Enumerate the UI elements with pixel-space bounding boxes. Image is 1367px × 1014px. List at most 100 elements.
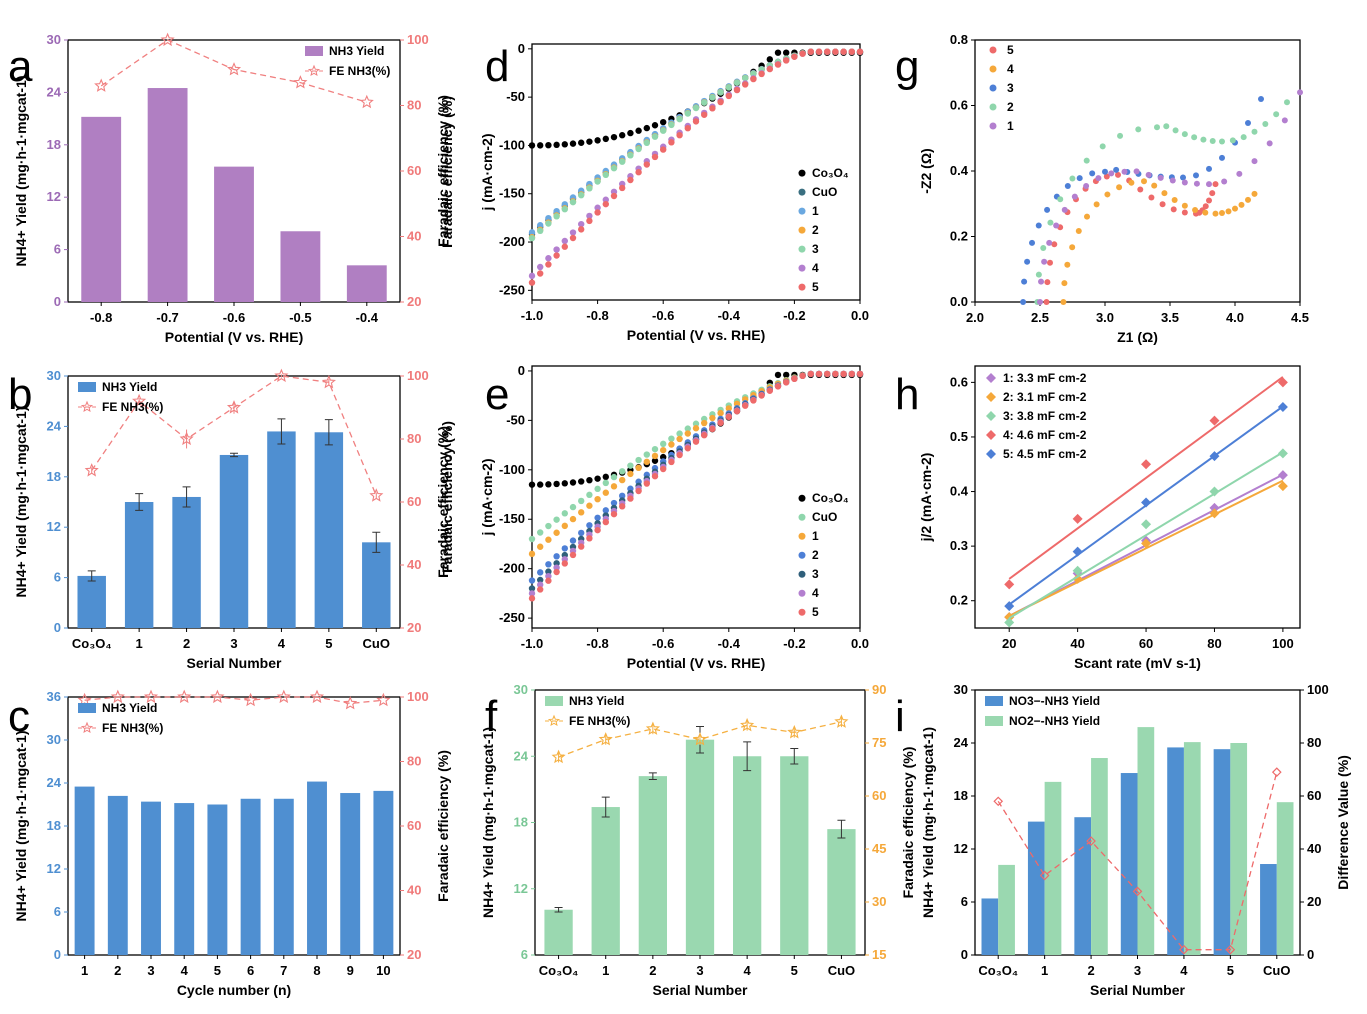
- legend-marker: [798, 513, 806, 521]
- data-point: [635, 456, 642, 464]
- data-point: [1206, 197, 1212, 204]
- y-tick-label: 0.6: [950, 98, 968, 113]
- y-tick-label: 30: [47, 32, 61, 47]
- legend-label: NO2−-NH3 Yield: [1009, 714, 1100, 728]
- y-tick-label: 0: [54, 947, 61, 962]
- y-tick-label: 0: [518, 41, 525, 56]
- data-point: [1141, 497, 1152, 508]
- data-point: [1061, 206, 1068, 213]
- data-point: [537, 270, 544, 277]
- line-point: [293, 75, 308, 89]
- y-tick-label: 0: [961, 947, 968, 962]
- data-point: [537, 586, 544, 593]
- data-point: [848, 370, 855, 378]
- y-tick-label: 6: [54, 904, 61, 919]
- data-point: [561, 141, 568, 148]
- panel-letter: i: [895, 692, 905, 741]
- data-point: [578, 478, 585, 485]
- data-point: [1154, 124, 1160, 131]
- data-point: [537, 576, 544, 584]
- legend-label: FE NH3(%): [102, 721, 163, 735]
- data-point: [594, 137, 601, 144]
- legend-label: 4: 4.6 mF cm-2: [1003, 428, 1087, 442]
- y-axis-label: -Z2 (Ω): [918, 148, 934, 193]
- x-tick-label: 5: [1227, 963, 1234, 978]
- data-point: [1200, 136, 1207, 143]
- y-right-tick-label: 40: [407, 229, 421, 244]
- x-tick-label: 3.5: [1161, 310, 1179, 325]
- bar: [214, 166, 254, 302]
- y-tick-label: 6: [961, 894, 968, 909]
- panel-letter: b: [8, 370, 32, 419]
- data-point: [1151, 182, 1158, 189]
- x-tick-label: -1.0: [521, 636, 543, 651]
- data-point: [1297, 89, 1303, 96]
- data-point: [569, 503, 577, 511]
- legend-label: FE NH3(%): [102, 400, 163, 414]
- data-point: [824, 48, 831, 55]
- data-point: [725, 413, 732, 421]
- data-point: [1137, 186, 1144, 193]
- data-point: [1004, 601, 1015, 612]
- data-point: [668, 139, 675, 146]
- data-point: [537, 529, 544, 536]
- legend-label: CuO: [812, 185, 837, 199]
- y-tick-label: 36: [47, 689, 61, 704]
- x-tick-label: 8: [313, 963, 320, 978]
- legend-marker: [798, 589, 806, 597]
- data-point: [651, 452, 659, 460]
- panel-h: 20 40 60 80 100 0.2 0.3 0.4 0.5 0.6 Scant rate (mV…: [918, 365, 1301, 671]
- line-point: [1225, 944, 1236, 955]
- panel-e: -1.0 -0.8 -0.6 -0.4 -0.2 0.0 0 -50 -100 -150 -200 -…: [439, 363, 869, 671]
- data-point: [1251, 158, 1258, 165]
- error-bar: [648, 772, 657, 780]
- data-point: [643, 139, 650, 147]
- data-point: [1141, 519, 1152, 530]
- x-tick-label: CuO: [1263, 963, 1290, 978]
- bar: [998, 864, 1015, 955]
- data-point: [586, 138, 593, 145]
- data-point: [643, 458, 650, 466]
- y-right-tick-label: 75: [872, 735, 886, 750]
- data-point: [799, 372, 806, 380]
- data-point: [553, 246, 560, 253]
- data-point: [1245, 119, 1251, 126]
- data-point: [1041, 258, 1048, 265]
- data-point: [619, 492, 626, 500]
- data-point: [586, 491, 593, 499]
- x-tick-label: -0.6: [652, 308, 674, 323]
- x-tick-label: 9: [347, 963, 354, 978]
- data-point: [1240, 134, 1247, 141]
- panel-letter: d: [485, 42, 509, 91]
- bar: [591, 807, 620, 955]
- data-point: [545, 141, 552, 149]
- x-axis-label: Potential (V vs. RHE): [627, 655, 765, 671]
- bar: [147, 88, 188, 303]
- line-point: [740, 717, 755, 732]
- data-point: [586, 185, 593, 192]
- x-tick-label: 2: [183, 636, 190, 651]
- y-right-tick-label: 20: [407, 294, 421, 309]
- error-bar: [790, 748, 799, 765]
- y-tick-label: 18: [47, 137, 61, 152]
- data-point: [602, 200, 609, 208]
- data-point: [733, 408, 741, 415]
- data-point: [553, 568, 560, 576]
- data-point: [635, 464, 642, 472]
- y-tick-label: 24: [47, 84, 62, 99]
- legend-label: 2: [812, 548, 819, 562]
- legend-label: 4: [1007, 62, 1014, 76]
- y-right-tick-label: 80: [407, 431, 421, 446]
- data-point: [783, 57, 790, 64]
- x-axis-label: Potential (V vs. RHE): [165, 329, 303, 345]
- y-tick-label: 0.4: [950, 484, 969, 499]
- y-axis-label: NH4+ Yield (mg·h-1·mgcat-1): [480, 727, 496, 918]
- panel-letter: c: [8, 692, 30, 741]
- x-tick-label: 1: [602, 963, 609, 978]
- x-tick-label: CuO: [828, 963, 855, 978]
- data-point: [791, 375, 798, 383]
- legend-label: 2: [1007, 100, 1014, 114]
- y-tick-label: 30: [47, 732, 61, 747]
